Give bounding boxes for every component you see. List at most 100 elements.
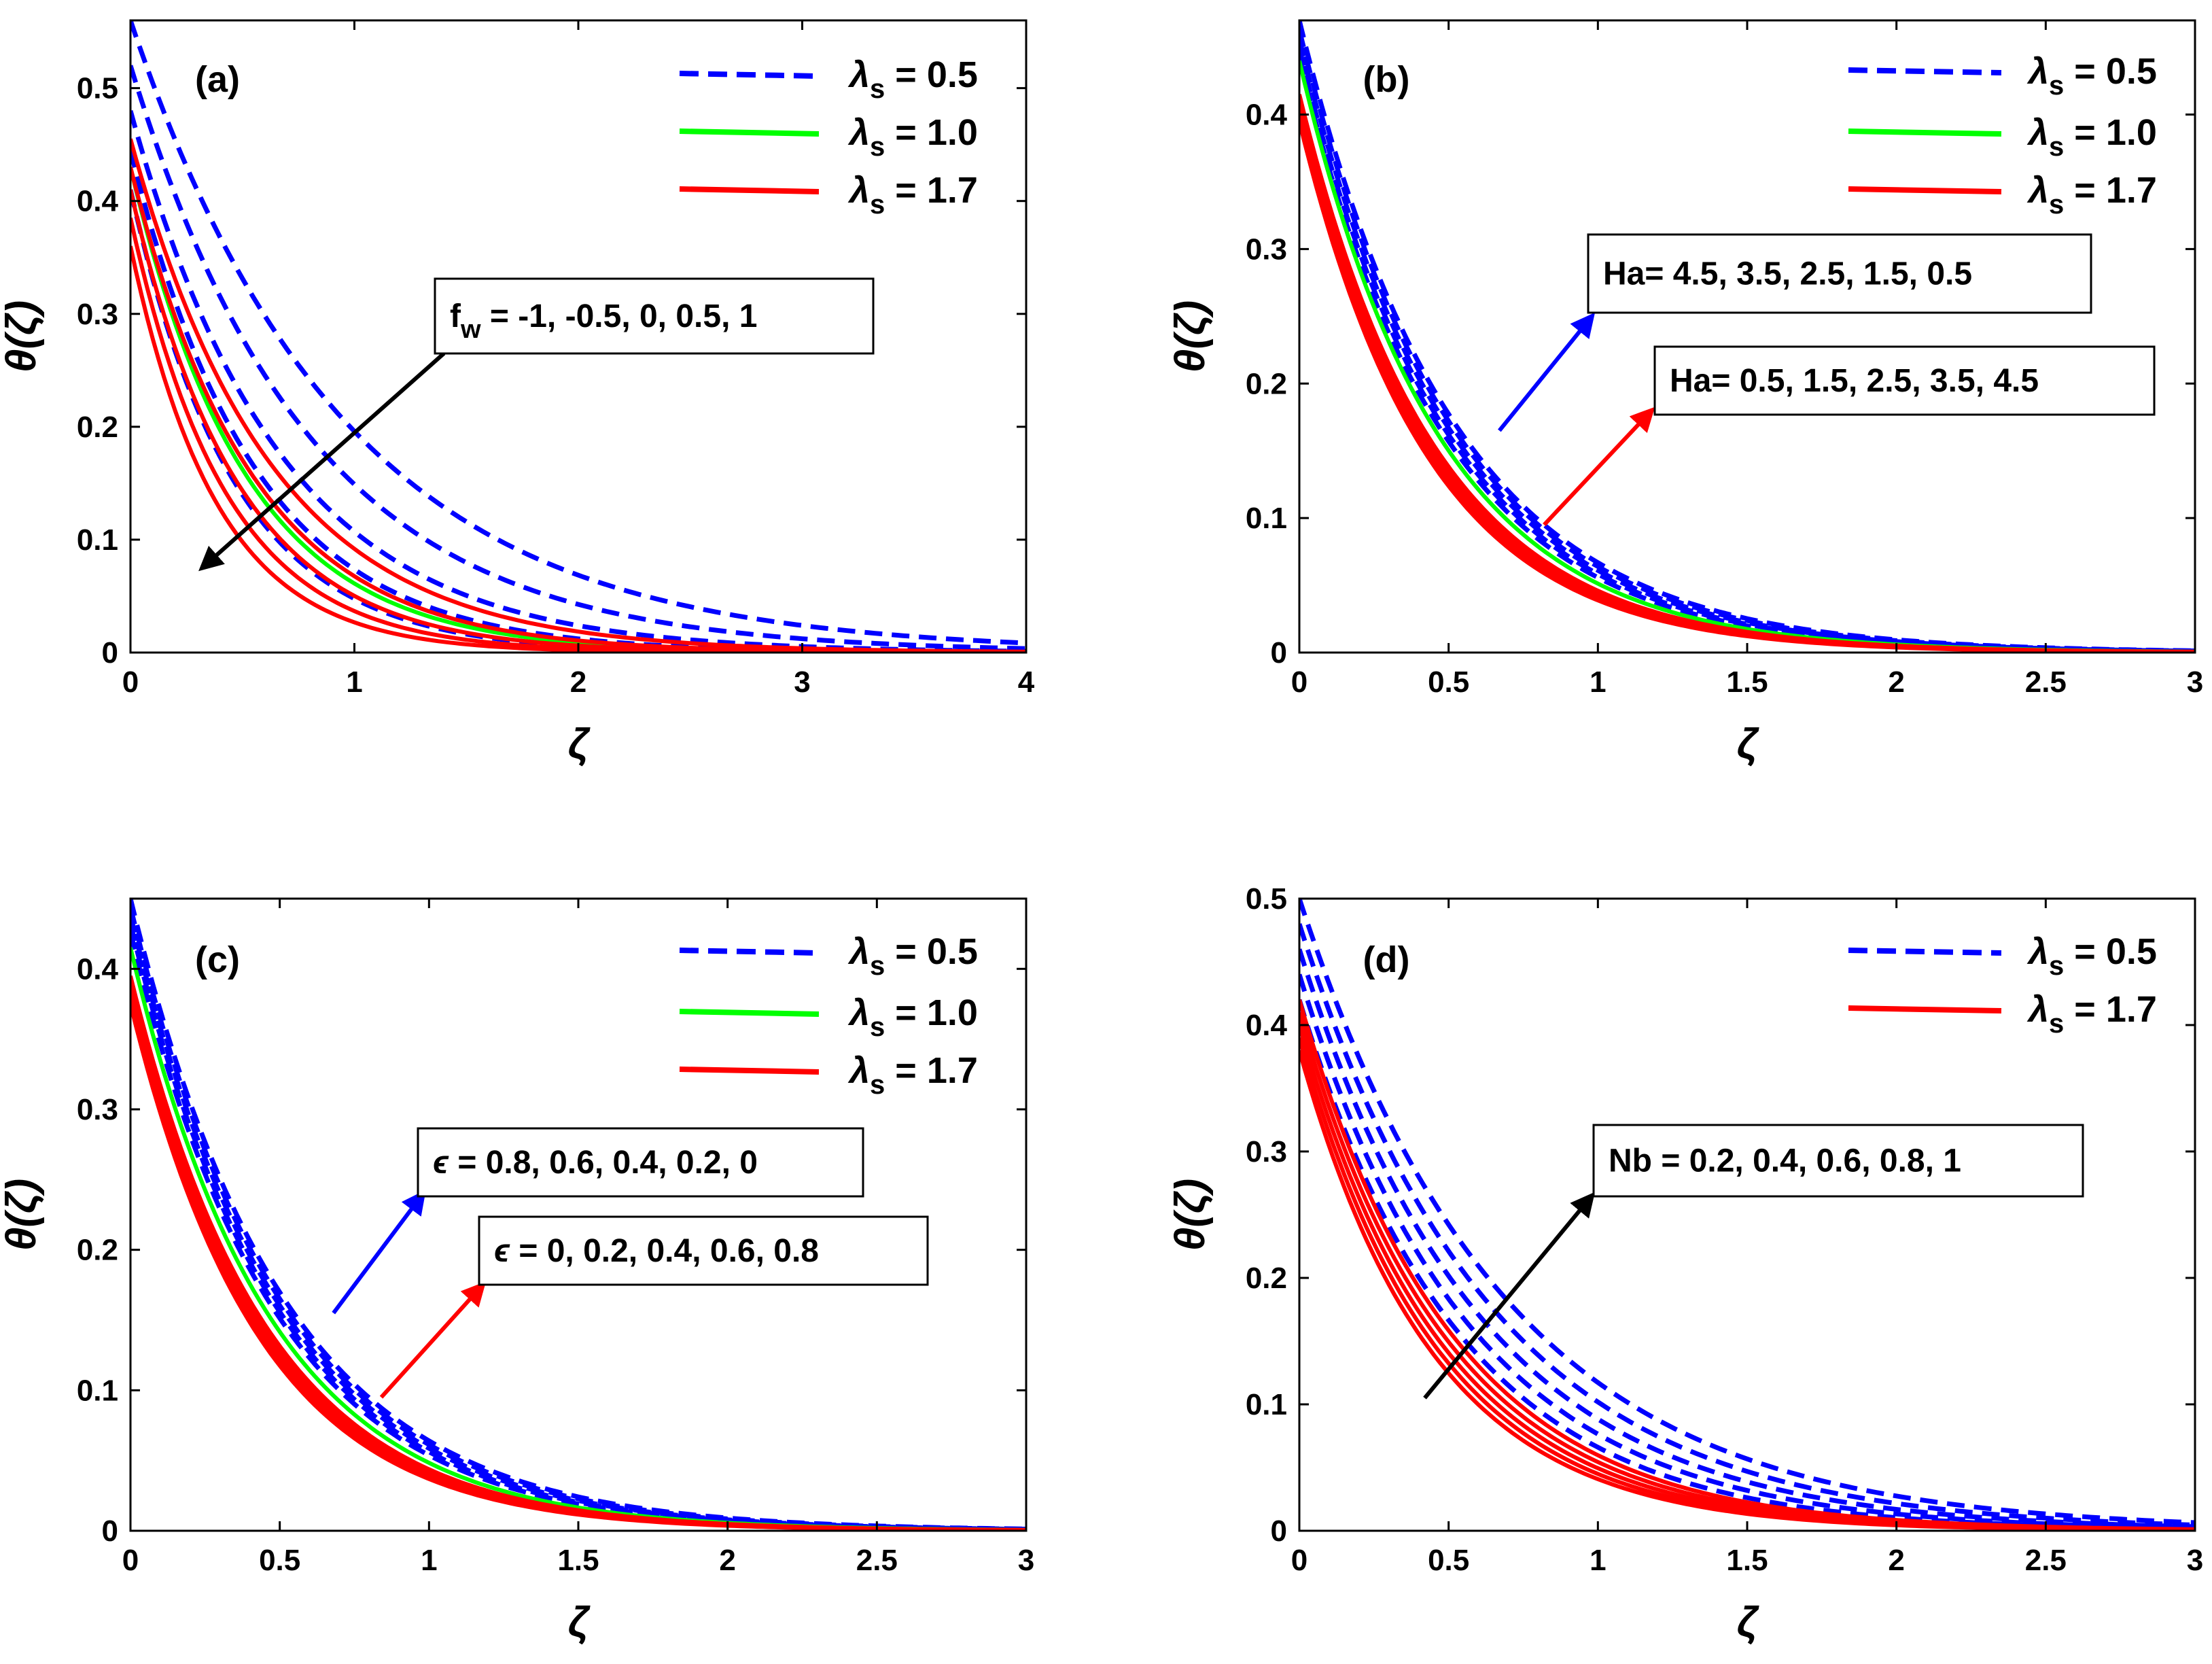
legend: λs = 0.5λs = 1.0λs = 1.7 — [679, 54, 978, 220]
y-tick-label: 0.4 — [77, 185, 119, 218]
legend-entry-3: λs = 1.7 — [2026, 170, 2157, 220]
annotation-box-2 — [478, 1215, 929, 1286]
annotation-text-1: ϵ = 0.8, 0.6, 0.4, 0.2, 0 — [433, 1145, 758, 1181]
legend-value: = 1.7 — [2064, 170, 2157, 211]
x-tick-label: 0 — [122, 665, 139, 699]
y-tick-label: 0.3 — [77, 298, 118, 331]
legend-value: = 1.7 — [885, 1050, 978, 1091]
legend-symbol: λ — [847, 112, 870, 153]
legend-line-3 — [679, 1067, 820, 1075]
y-tick-label: 0.2 — [1246, 1262, 1287, 1295]
x-tick-label: 3 — [1018, 1544, 1034, 1577]
legend: λs = 0.5 λ s = 1.0 λs = 1.7 — [679, 931, 978, 1100]
annotation-label: ϵ — [433, 1145, 449, 1181]
series-1-curve-5 — [130, 189, 1026, 653]
x-tick-label: 0 — [1291, 665, 1307, 699]
x-tick-label: 2 — [719, 1544, 735, 1577]
legend-value: = 0.5 — [2064, 931, 2157, 972]
x-axis-label: ζ — [1737, 1599, 1759, 1646]
legend-value: = 0.5 — [2064, 51, 2157, 92]
panel-label: (a) — [195, 59, 240, 100]
legend-subscript: s — [870, 74, 885, 104]
annotation-box-2 — [1653, 345, 2156, 416]
annotation-values: = -1, -0.5, 0, 0.5, 1 — [481, 298, 758, 334]
x-axis-label: ζ — [568, 721, 591, 767]
y-axis-label: θ(ζ) — [1167, 1179, 1214, 1251]
y-tick-label: 0.1 — [1246, 1388, 1287, 1421]
x-tick-label: 0 — [1291, 1544, 1307, 1577]
y-tick-label: 0.4 — [1246, 99, 1288, 132]
chart-panel-3: 0 0.5 1 1.5 2 2.5 300.10.20.30.4ζθ(ζ)(c) λs = 0… — [0, 897, 1034, 1646]
legend-entry-3: λs = 1.7 — [847, 170, 978, 220]
legend-line-3 — [1848, 186, 2002, 194]
legend-subscript: s — [870, 1070, 885, 1100]
x-tick-label: 2.5 — [2025, 665, 2067, 699]
series-1-curve-5 — [1299, 999, 2195, 1531]
series-1-curve-1 — [1299, 20, 2195, 653]
x-tick-label: 0.5 — [1428, 665, 1469, 699]
legend-line-2 — [679, 1009, 820, 1017]
legend-symbol: λ — [2026, 112, 2049, 153]
legend-subscript: s — [870, 132, 885, 162]
annotation-values: = 4.5, 3.5, 2.5, 1.5, 0.5 — [1645, 256, 1972, 292]
legend-value: = 0.5 — [885, 931, 978, 972]
series-2-curve-1 — [1299, 999, 2195, 1531]
curves-group — [1299, 899, 2195, 1531]
panel-label: (c) — [195, 939, 240, 980]
legend-value: = 1.0 — [2064, 112, 2157, 153]
x-tick-label: 3 — [794, 665, 810, 699]
y-tick-label: 0.1 — [77, 1374, 118, 1407]
legend-subscript: s — [870, 190, 885, 220]
x-tick-label: 1.5 — [1726, 1544, 1768, 1577]
chart-panel-4: 0 0.5 1 1.5 2 2.5 3 0 0.1 0.2 0.3 0.4 0.5 ζ θ(ζ) (d) λs … — [1167, 882, 2203, 1646]
legend-entry-3: λs = 1.7 — [847, 1050, 978, 1100]
annotation-values: = 0.8, 0.6, 0.4, 0.2, 0 — [449, 1145, 758, 1181]
x-tick-label: 2 — [1888, 665, 1904, 699]
legend-line-1 — [1848, 948, 2002, 956]
legend-line-1 — [1848, 67, 2002, 75]
legend-line-3 — [679, 186, 820, 194]
legend-value: = 1.0 — [885, 112, 978, 153]
y-tick-label: 0 — [1271, 636, 1287, 670]
y-axis-label: θ(ζ) — [0, 1179, 45, 1251]
x-tick-label: 2.5 — [2025, 1544, 2067, 1577]
x-axis-label: ζ — [1737, 721, 1759, 767]
legend-value: = 1.0 — [885, 992, 978, 1033]
annotation-text-2: Ha= 0.5, 1.5, 2.5, 3.5, 4.5 — [1670, 363, 2039, 399]
y-axis-label: θ(ζ) — [0, 300, 45, 372]
x-tick-label: 2 — [570, 665, 586, 699]
panel-label: (d) — [1363, 939, 1410, 980]
x-tick-label: 2 — [1888, 1544, 1904, 1577]
legend-symbol: λ — [2026, 989, 2049, 1030]
chart-panel-2: 0 0.5 1 1.5 2 2.5 300.10.20.30.4ζθ(ζ)(b) λs = 0… — [1167, 19, 2203, 767]
legend-line-1 — [679, 948, 820, 956]
legend-subscript: s — [2049, 1009, 2064, 1039]
y-tick-label: 0.5 — [1246, 882, 1287, 916]
legend-symbol: λ — [847, 992, 870, 1033]
annotation-label: Nb — [1609, 1143, 1652, 1179]
legend-symbol: λ — [2026, 170, 2049, 211]
annotation-box-1 — [1587, 233, 2092, 314]
legend-entry-1: λs = 0.5 — [847, 931, 978, 981]
legend-line-2 — [1848, 1005, 2002, 1013]
series-2-curve-2 — [1299, 1011, 2195, 1531]
legend-line-2 — [1848, 128, 2002, 137]
y-tick-label: 0.1 — [1246, 502, 1287, 535]
annotation-arrow-1 — [1423, 1192, 1596, 1400]
annotation-arrow-1 — [332, 1190, 426, 1315]
y-tick-label: 0.4 — [1246, 1009, 1288, 1042]
legend-line-1 — [679, 71, 820, 79]
series-1-curve-1 — [130, 20, 1026, 646]
x-tick-label: 1 — [1590, 665, 1606, 699]
y-tick-label: 0.3 — [1246, 232, 1287, 266]
x-tick-label: 0.5 — [1428, 1544, 1469, 1577]
legend-line-2 — [679, 128, 820, 137]
legend-entry-2: λs = 1.0 — [847, 112, 978, 162]
series-1-curve-2 — [130, 65, 1026, 651]
legend-entry-1: λs = 0.5 — [2026, 931, 2157, 981]
series-3-curve-3 — [130, 189, 1026, 653]
y-tick-label: 0.2 — [77, 1234, 118, 1267]
series-1-curve-3 — [1299, 38, 2195, 653]
legend-entry-1: λs = 0.5 — [847, 54, 978, 104]
